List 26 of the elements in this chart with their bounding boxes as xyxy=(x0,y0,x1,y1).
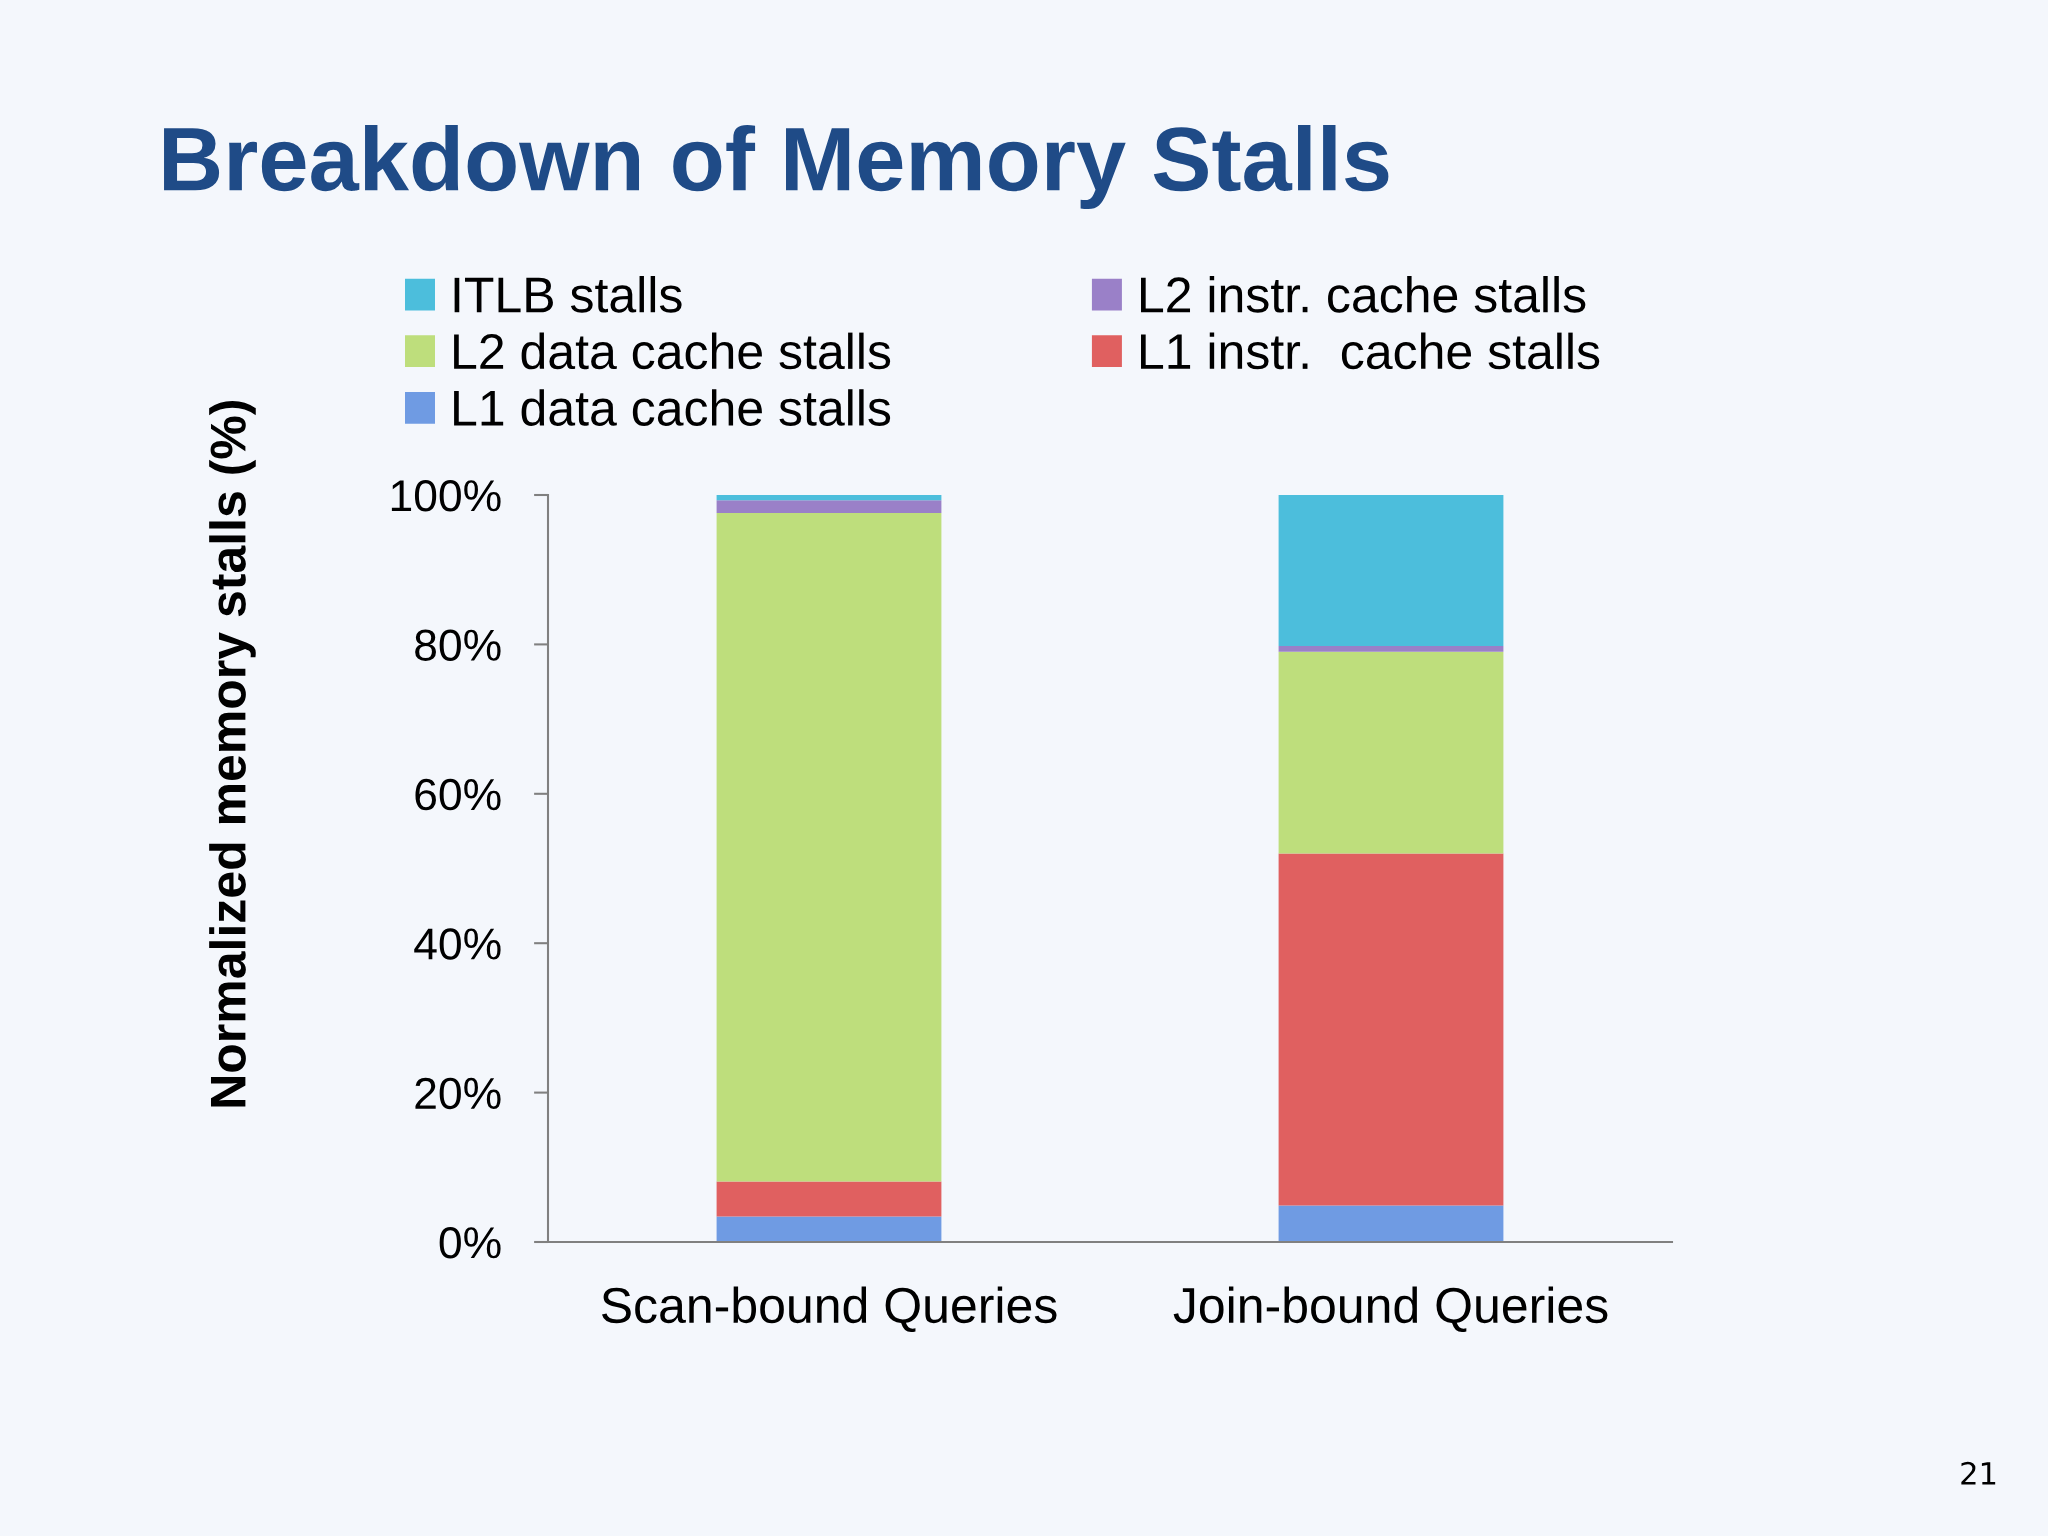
legend-label: L2 data cache stalls xyxy=(454,332,891,370)
x-tick-label: Join-bound Queries xyxy=(1173,1286,1608,1333)
bar xyxy=(1278,645,1504,652)
bar xyxy=(1278,1205,1504,1242)
bar xyxy=(716,1216,942,1242)
bar xyxy=(1278,495,1504,646)
bar xyxy=(1278,853,1504,1206)
x-tick-label: Scan-bound Queries xyxy=(601,1286,1057,1333)
legend-label: L1 instr. cache stalls xyxy=(1141,332,1600,370)
y-tick-label: 40% xyxy=(414,928,501,960)
bar xyxy=(716,1181,942,1217)
y-tick-label: 100% xyxy=(391,480,501,512)
bar xyxy=(716,512,942,1182)
chart-title: Breakdown of Memory Stalls xyxy=(164,124,1389,210)
bar xyxy=(716,495,942,501)
y-tick-label: 60% xyxy=(415,778,501,811)
y-axis-title: Normalized memory stalls (%) xyxy=(209,401,256,1107)
text: 21 xyxy=(1961,1461,1996,1485)
y-tick-label: 20% xyxy=(415,1077,501,1110)
bar xyxy=(1278,651,1504,854)
bar xyxy=(716,500,942,513)
legend-label: ITLB stalls xyxy=(454,276,682,313)
legend-label: L2 instr. cache stalls xyxy=(1141,276,1586,313)
y-tick-label: 80% xyxy=(415,629,501,661)
legend-label: L1 data cache stalls xyxy=(454,389,891,426)
y-tick-label: 0% xyxy=(439,1227,501,1259)
